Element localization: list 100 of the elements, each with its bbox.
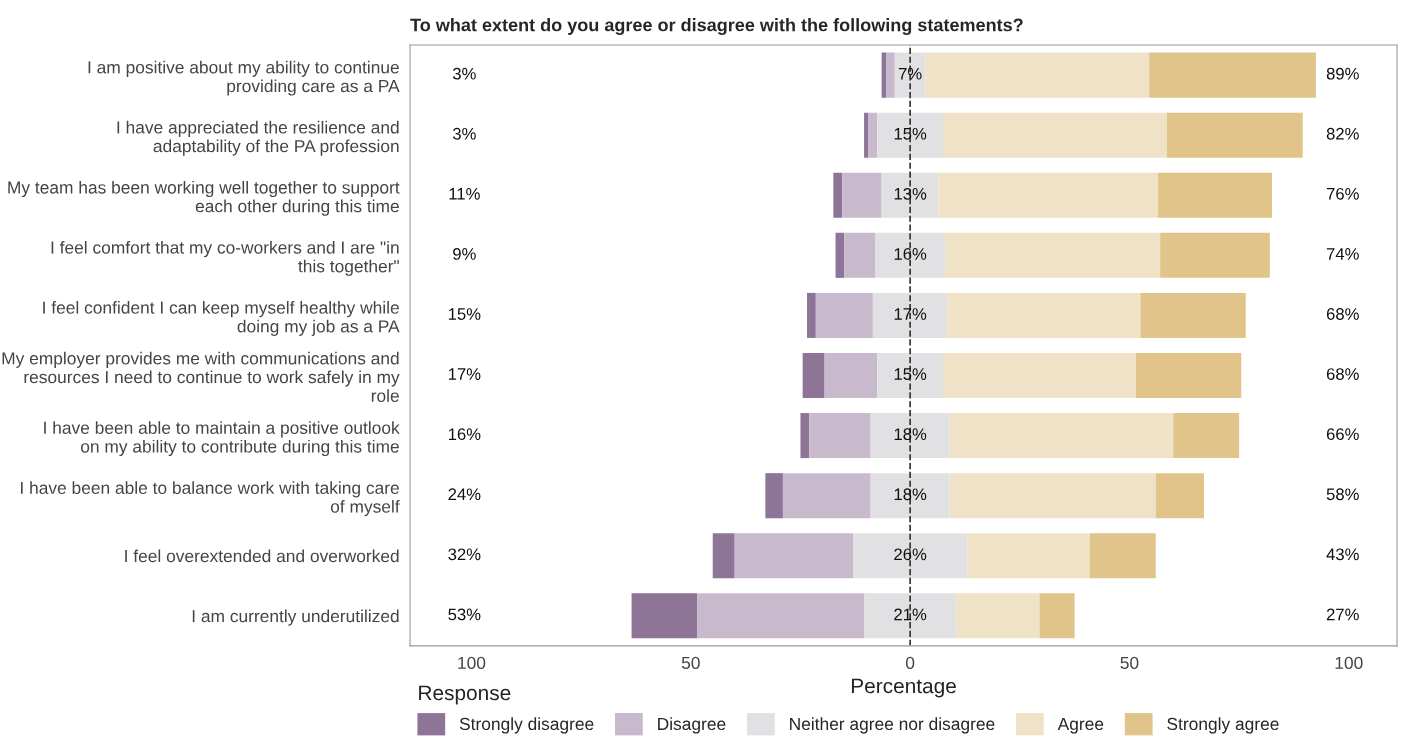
bar xyxy=(807,292,816,338)
annotation: 89% xyxy=(1326,67,1359,80)
bar xyxy=(870,473,950,519)
y-tick-label: I feel comfort that my co-workers and I are "in this together" xyxy=(51,240,399,276)
bar xyxy=(631,593,698,639)
bar xyxy=(947,292,1141,338)
bar xyxy=(1166,112,1303,158)
bar xyxy=(875,232,946,278)
annotation: 53% xyxy=(448,608,481,621)
bar xyxy=(1155,473,1205,519)
bar xyxy=(864,593,957,639)
annotation: 3% xyxy=(452,127,476,140)
y-tick-label: I feel overextended and overworked xyxy=(125,549,399,563)
data-label: 15% xyxy=(894,368,927,380)
y-tick-label: I have been able to balance work with taking care of myself xyxy=(21,481,400,517)
bar xyxy=(943,352,1137,399)
annotation: 66% xyxy=(1326,428,1359,441)
bar xyxy=(815,292,873,338)
legend-label: Strongly disagree xyxy=(459,717,594,734)
annotation: 82% xyxy=(1326,127,1359,140)
x-tick-label: 50 xyxy=(1120,656,1139,670)
bar xyxy=(809,413,871,459)
annotation: 76% xyxy=(1326,187,1359,200)
bar xyxy=(949,473,1156,519)
data-label: 18% xyxy=(894,488,927,501)
data-label: 15% xyxy=(894,127,927,140)
data-label: 16% xyxy=(894,248,927,260)
annotation: 74% xyxy=(1326,248,1359,260)
bar xyxy=(877,112,944,158)
bar xyxy=(925,52,1150,98)
annotation: 15% xyxy=(448,308,481,320)
bar xyxy=(945,232,1161,278)
bar xyxy=(881,52,886,98)
bar xyxy=(1140,292,1246,338)
y-tick-label: I am currently underutilized xyxy=(192,609,399,626)
x-tick-label: 0 xyxy=(905,656,915,670)
bar xyxy=(853,533,968,579)
legend-label: Neither agree nor disagree xyxy=(790,717,995,734)
annotation: 24% xyxy=(448,488,481,501)
bar xyxy=(1089,533,1156,579)
bar xyxy=(881,172,939,218)
bar xyxy=(782,473,871,519)
annotation: 68% xyxy=(1326,308,1359,320)
x-tick-label: 50 xyxy=(681,656,700,670)
data-label: 17% xyxy=(894,308,927,320)
bar xyxy=(802,352,825,399)
annotation: 17% xyxy=(448,368,481,380)
bar xyxy=(943,112,1167,158)
bar xyxy=(833,172,843,218)
y-tick-label: I have appreciated the resilience and adaptability of the PA profession xyxy=(117,120,399,156)
annotation: 11% xyxy=(449,188,480,200)
bar xyxy=(877,352,944,399)
bar xyxy=(949,413,1174,459)
bar xyxy=(1173,413,1240,459)
annotation: 9% xyxy=(453,248,476,260)
bar xyxy=(870,413,950,459)
y-tick-label: I have been able to maintain a positive outlook on my ability to contribute during this time xyxy=(44,421,400,457)
legend-label: Disagree xyxy=(658,717,726,734)
bar xyxy=(967,533,1090,579)
bar xyxy=(1157,172,1273,218)
chart-title: To what extent do you agree or disagree with the following statements? xyxy=(410,18,1023,35)
legend-label: Agree xyxy=(1057,717,1104,734)
bar xyxy=(1039,593,1075,639)
annotation: 3% xyxy=(452,67,476,80)
bar xyxy=(842,172,882,218)
y-tick-label: I am positive about my ability to continue providing care as a PA xyxy=(88,60,400,96)
bar xyxy=(868,112,878,158)
y-tick-label: My team has been working well together to support each other during this time xyxy=(8,180,400,216)
bar xyxy=(1149,52,1316,98)
x-tick-label: 100 xyxy=(458,656,486,670)
annotation: 58% xyxy=(1326,488,1359,501)
y-tick-label: My employer provides me with communications and resources I need to continue to work safely in my role xyxy=(2,351,400,402)
bar xyxy=(697,593,865,639)
bar xyxy=(956,593,1040,639)
bar xyxy=(824,352,878,399)
bar xyxy=(844,232,876,278)
annotation: 27% xyxy=(1326,608,1359,621)
annotation: 68% xyxy=(1326,368,1359,380)
bar xyxy=(938,172,1158,218)
legend-label: Strongly agree xyxy=(1167,717,1279,734)
annotation: 43% xyxy=(1326,548,1359,561)
bar xyxy=(765,473,783,519)
bar xyxy=(864,112,869,158)
x-tick-label: 100 xyxy=(1335,656,1363,670)
x-axis-title: Percentage xyxy=(851,678,956,698)
data-label: 21% xyxy=(894,608,927,621)
annotation: 32% xyxy=(448,548,481,561)
bar xyxy=(872,292,948,338)
data-label: 18% xyxy=(894,428,927,441)
bar xyxy=(835,232,845,278)
bar xyxy=(712,533,735,579)
bar xyxy=(1160,232,1270,278)
legend-title: Response xyxy=(419,685,511,705)
data-label: 26% xyxy=(894,548,927,561)
bar xyxy=(886,52,895,98)
annotation: 16% xyxy=(448,428,481,441)
bar xyxy=(734,533,854,579)
y-tick-label: I feel confident I can keep myself healthy while doing my job as a PA xyxy=(43,301,400,336)
data-label: 7% xyxy=(898,67,922,80)
bar xyxy=(1136,352,1242,399)
